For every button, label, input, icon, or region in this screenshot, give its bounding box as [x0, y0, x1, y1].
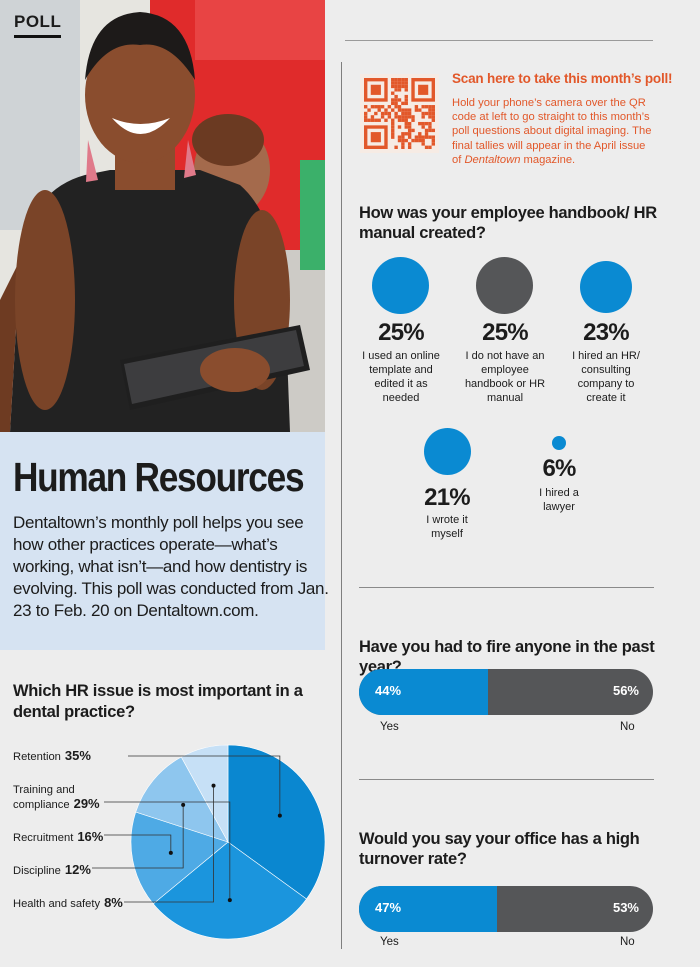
turnover-bar: 47% 53%	[359, 886, 653, 932]
handbook-question: How was your employee handbook/ HR manua…	[359, 204, 657, 242]
fire-no-pct: 56%	[612, 683, 639, 698]
pie-label-training: Training and compliance 29%	[13, 783, 103, 812]
section-rule	[359, 779, 654, 780]
intro-text: Dentaltown’s monthly poll helps you see …	[13, 513, 329, 620]
handbook-pct-5: 6%	[542, 455, 576, 482]
pie-category: Recruitment	[13, 832, 74, 844]
pie-leader-dot	[211, 783, 216, 788]
qr-description: Hold your phone’s camera over the QR cod…	[452, 96, 657, 167]
page-title: Human Resources	[13, 454, 305, 500]
handbook-circle-2	[476, 257, 533, 314]
pie-label-recruitment: Recruitment 16%	[13, 830, 103, 845]
fire-yes-pct: 44%	[375, 683, 402, 698]
pie-category: Retention	[13, 751, 61, 763]
section-tag: POLL	[14, 12, 62, 38]
handbook-label-5: I hired a lawyer	[539, 487, 579, 513]
pie-leader-line	[124, 785, 214, 903]
pie-leader-line	[128, 755, 281, 816]
handbook-label-1: I used an online template and edited it …	[362, 350, 440, 404]
turnover-yes-label: Yes	[380, 936, 399, 948]
hero-photo	[0, 0, 325, 432]
pie-pct: 16%	[77, 829, 104, 844]
fire-yes-fill	[359, 669, 489, 715]
column-divider	[341, 62, 342, 949]
pie-slice-retention	[227, 744, 326, 900]
pie-category: Discipline	[13, 865, 61, 877]
pie-pct: 35%	[64, 748, 91, 763]
handbook-pct-3: 23%	[583, 319, 629, 346]
pie-leader-dot	[168, 850, 173, 855]
qr-text-magazine: Dentaltown	[464, 153, 521, 166]
qr-text-before: Hold your phone’s camera over the QR cod…	[452, 97, 652, 166]
pie-pct: 8%	[104, 895, 123, 910]
pie-leader-dot	[227, 898, 232, 903]
turnover-yes-pct: 47%	[375, 900, 402, 915]
pie-leader-dot	[277, 813, 282, 818]
pie-leader-line	[104, 834, 172, 853]
qr-heading: Scan here to take this month’s poll!	[452, 71, 673, 86]
pie-slice-discipline	[135, 756, 229, 843]
handbook-label-3: I hired an HR/ consulting company to cre…	[572, 350, 640, 404]
pie-label-health: Health and safety 8%	[13, 896, 123, 911]
pie-category: Health and safety	[13, 898, 101, 910]
fire-yes-label: Yes	[380, 721, 399, 733]
qr-text-after: magazine.	[520, 153, 576, 166]
intro-panel	[0, 432, 325, 650]
fire-no-label: No	[620, 721, 635, 733]
pie-slice-health	[180, 744, 229, 843]
turnover-yes-fill	[359, 886, 498, 932]
handbook-pct-1: 25%	[378, 319, 424, 346]
qr-code-icon[interactable]	[360, 74, 439, 153]
pie-leader-line	[104, 801, 231, 901]
top-rule	[345, 40, 653, 41]
pie-leader-line	[92, 804, 184, 869]
pie-category: Training and compliance	[13, 784, 75, 811]
handbook-label-2: I do not have an employee handbook or HR…	[464, 350, 546, 404]
turnover-no-label: No	[620, 936, 635, 948]
pie-pct: 12%	[64, 862, 91, 877]
handbook-circle-3	[580, 261, 632, 313]
handbook-circle-1	[372, 257, 429, 314]
handbook-pct-2: 25%	[482, 319, 528, 346]
pie-chart	[92, 744, 326, 940]
pie-pct: 29%	[73, 796, 100, 811]
pie-label-discipline: Discipline 12%	[13, 863, 91, 878]
turnover-question: Would you say your office has a high tur…	[359, 830, 640, 868]
handbook-pct-4: 21%	[424, 484, 470, 511]
pie-label-retention: Retention 35%	[13, 749, 91, 764]
turnover-no-pct: 53%	[612, 900, 639, 915]
handbook-label-4: I wrote it myself	[426, 514, 468, 540]
handbook-circle-4	[424, 428, 471, 475]
section-rule	[359, 587, 654, 588]
handbook-circle-5	[552, 436, 566, 450]
pie-chart-title: Which HR issue is most important in a de…	[13, 682, 303, 721]
pie-leader-dot	[181, 802, 186, 807]
fire-bar: 44% 56%	[359, 669, 653, 715]
